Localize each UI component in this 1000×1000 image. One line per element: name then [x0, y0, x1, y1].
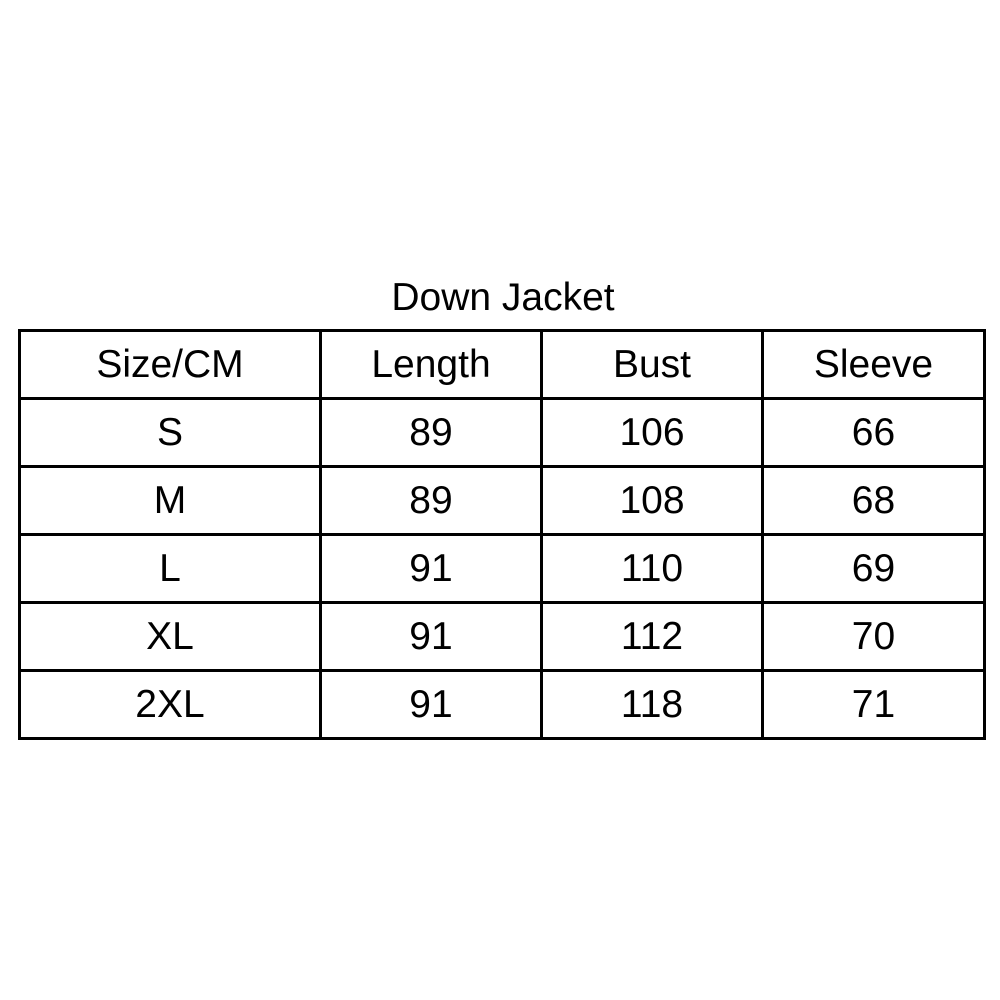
size-cell: 2XL — [18, 669, 322, 740]
table-title: Down Jacket — [391, 276, 615, 319]
sleeve-cell: 68 — [761, 465, 986, 536]
bust-cell: 118 — [540, 669, 764, 740]
header-cell-size: Size/CM — [18, 329, 322, 400]
table-row: S 89 106 66 — [18, 397, 986, 468]
length-cell: 89 — [319, 397, 543, 468]
size-cell: M — [18, 465, 322, 536]
table-row: M 89 108 68 — [18, 465, 986, 536]
sleeve-cell: 66 — [761, 397, 986, 468]
bust-cell: 108 — [540, 465, 764, 536]
header-cell-bust: Bust — [540, 329, 764, 400]
table-row: XL 91 112 70 — [18, 601, 986, 672]
header-cell-length: Length — [319, 329, 543, 400]
bust-cell: 112 — [540, 601, 764, 672]
sleeve-cell: 69 — [761, 533, 986, 604]
header-cell-sleeve: Sleeve — [761, 329, 986, 400]
sleeve-cell: 70 — [761, 601, 986, 672]
table-row: L 91 110 69 — [18, 533, 986, 604]
size-cell: XL — [18, 601, 322, 672]
length-cell: 89 — [319, 465, 543, 536]
header-row: Size/CM Length Bust Sleeve — [18, 329, 986, 400]
length-cell: 91 — [319, 669, 543, 740]
length-cell: 91 — [319, 533, 543, 604]
size-cell: L — [18, 533, 322, 604]
size-cell: S — [18, 397, 322, 468]
length-cell: 91 — [319, 601, 543, 672]
bust-cell: 106 — [540, 397, 764, 468]
bust-cell: 110 — [540, 533, 764, 604]
sleeve-cell: 71 — [761, 669, 986, 740]
table-row: 2XL 91 118 71 — [18, 669, 986, 740]
size-chart-table: Size/CM Length Bust Sleeve S 89 106 66 M… — [18, 329, 986, 740]
